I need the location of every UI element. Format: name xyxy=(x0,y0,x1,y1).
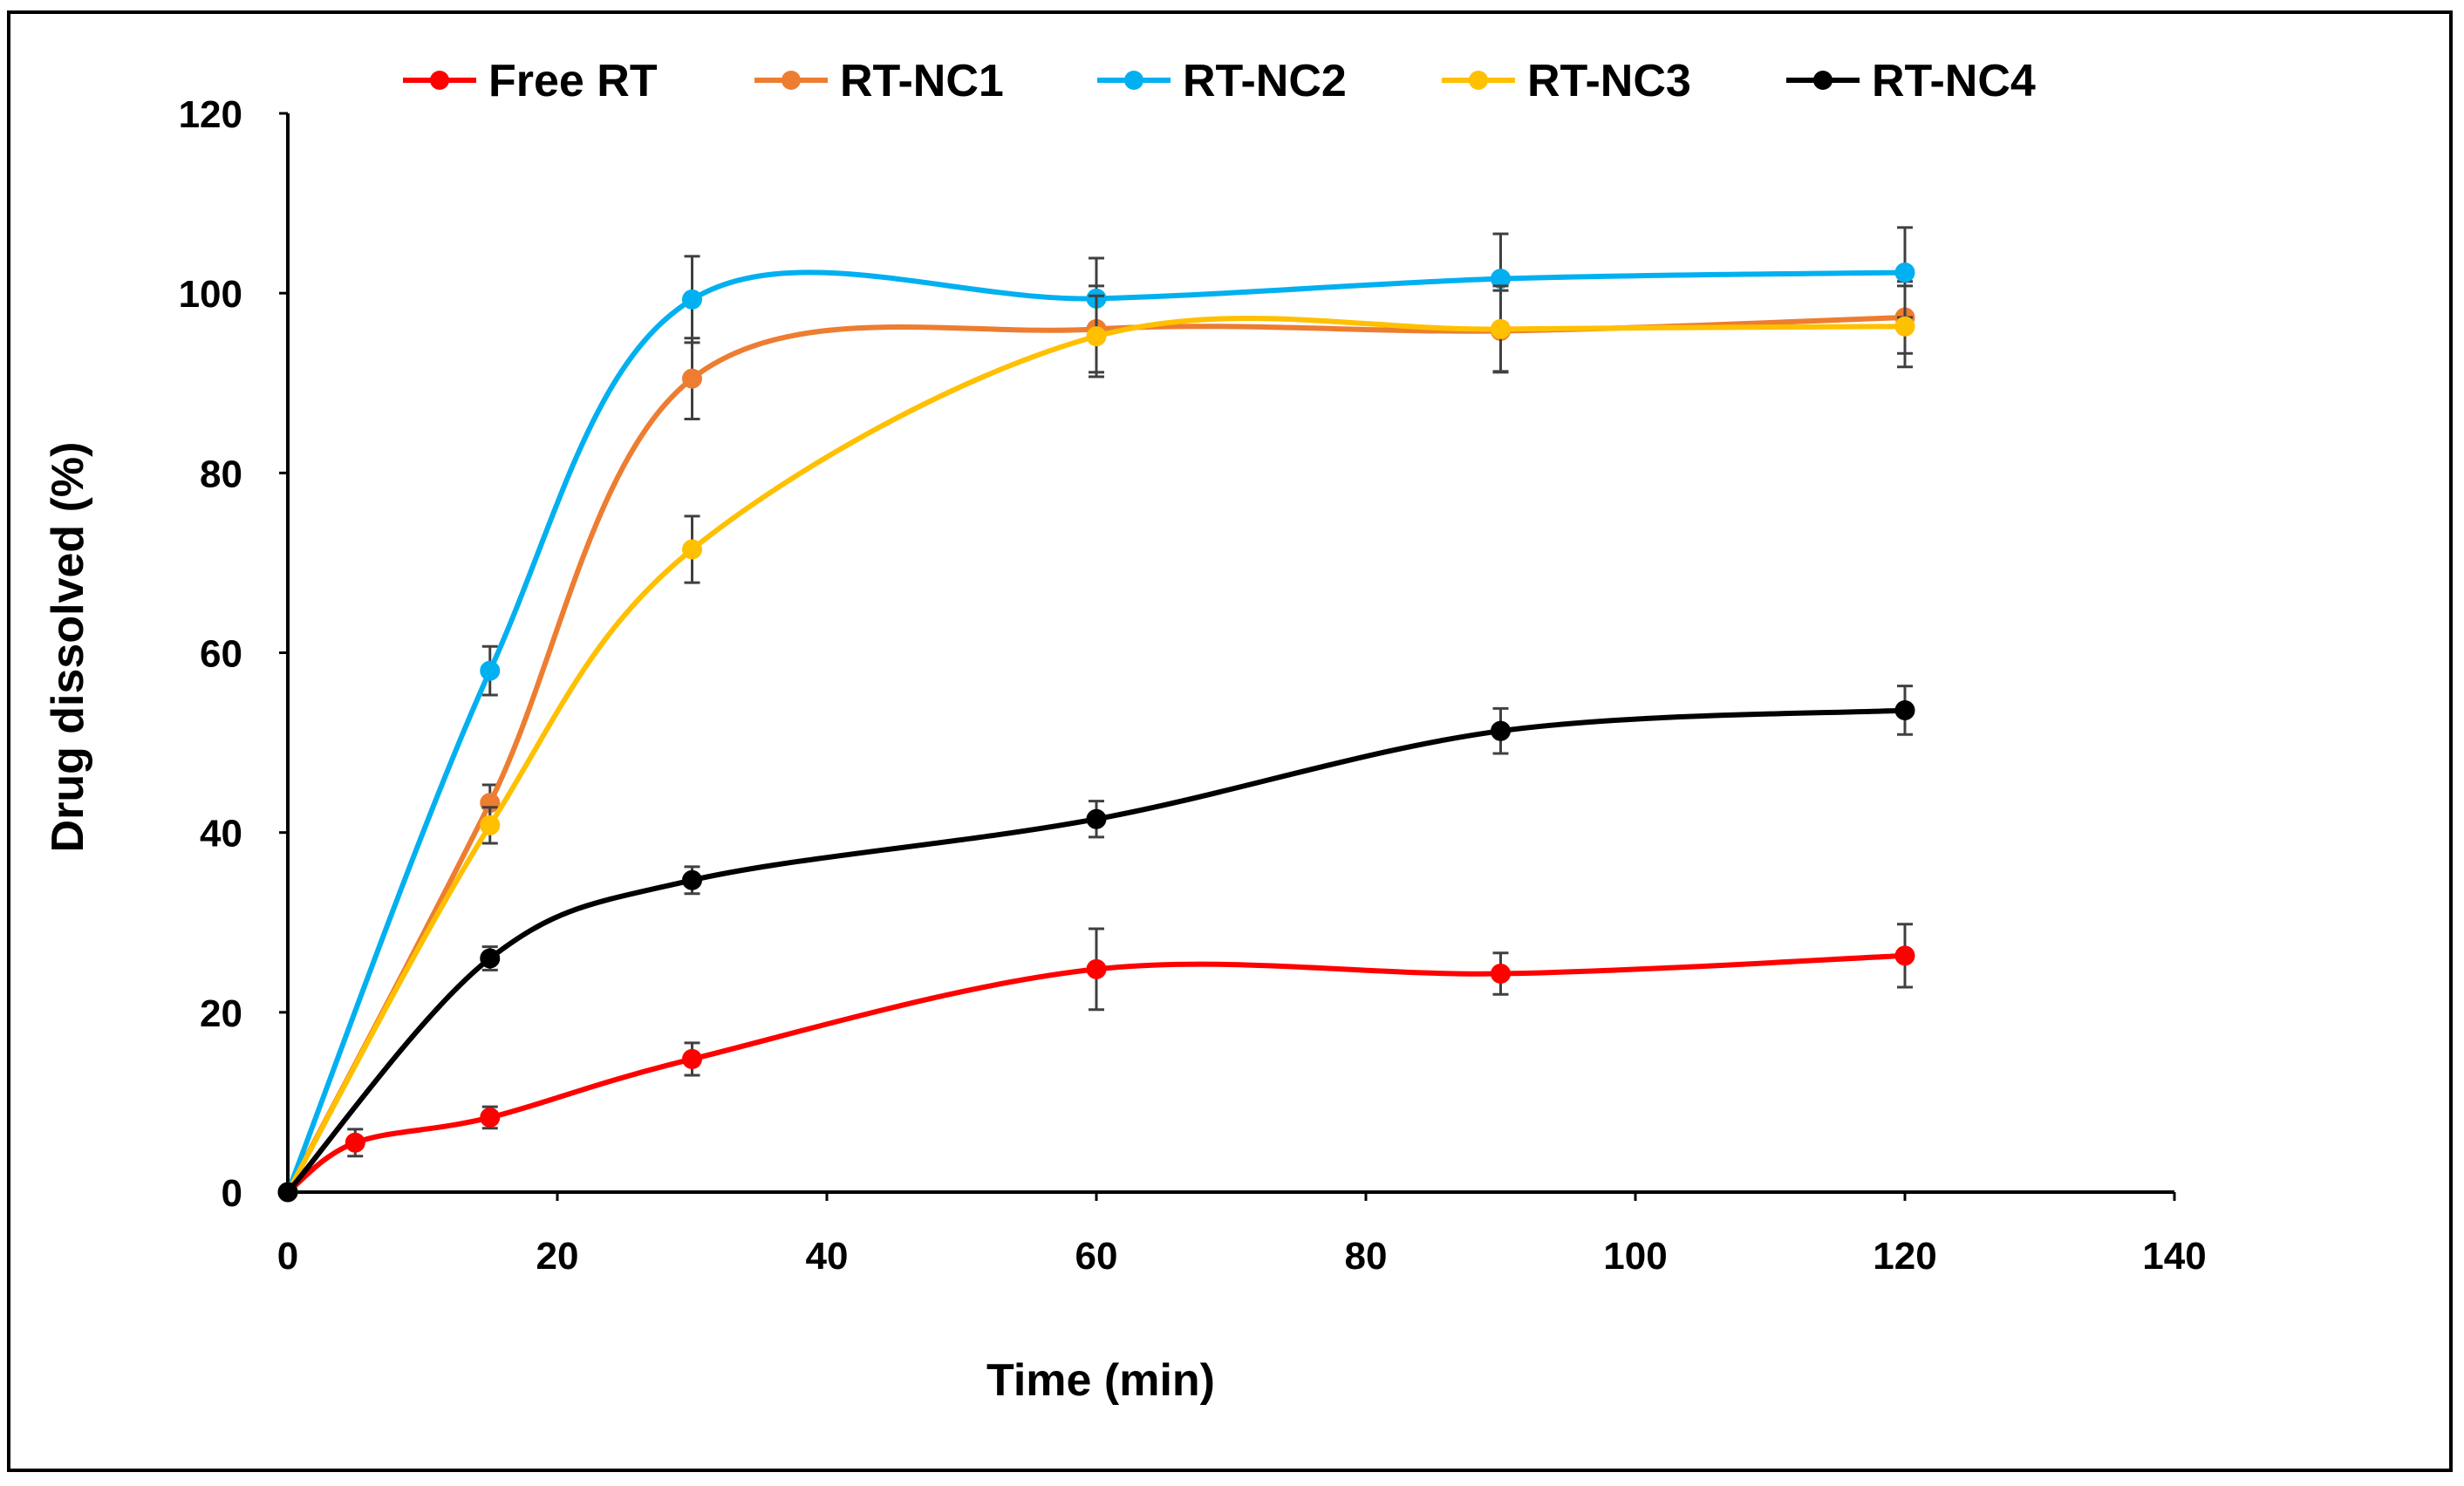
data-point-rt-nc4 xyxy=(277,1182,298,1203)
legend-swatch-marker xyxy=(1124,71,1143,90)
data-point-rt-nc4 xyxy=(682,869,702,890)
x-tick-label: 0 xyxy=(277,1235,298,1278)
data-point-free-rt xyxy=(1086,958,1107,979)
legend-label: RT-NC2 xyxy=(1183,56,1347,106)
chart-border xyxy=(7,10,2453,1472)
series-rt-nc4 xyxy=(277,685,1915,1203)
x-tick-label: 20 xyxy=(536,1235,579,1278)
series-line-free-rt xyxy=(286,952,1906,1195)
y-tick-label: 20 xyxy=(200,992,242,1035)
y-tick-label: 120 xyxy=(179,93,242,136)
y-tick-label: 80 xyxy=(200,453,242,495)
data-point-rt-nc4 xyxy=(1491,720,1511,741)
data-point-rt-nc4 xyxy=(1894,699,1915,720)
x-tick-label: 120 xyxy=(1873,1235,1936,1278)
data-point-rt-nc4 xyxy=(1086,808,1107,829)
legend-swatch-marker xyxy=(430,71,449,90)
data-point-rt-nc3 xyxy=(1086,326,1107,347)
legend-swatch-marker xyxy=(1469,71,1488,90)
x-tick-label: 100 xyxy=(1603,1235,1667,1278)
series-line-rt-nc3 xyxy=(285,316,1906,1194)
data-point-rt-nc2 xyxy=(682,289,702,310)
y-tick-label: 0 xyxy=(222,1172,242,1215)
y-tick-label: 60 xyxy=(200,633,242,676)
legend-label: Free RT xyxy=(488,56,658,106)
data-point-rt-nc3 xyxy=(480,815,501,835)
data-point-rt-nc1 xyxy=(682,368,702,389)
x-tick-label: 40 xyxy=(806,1235,849,1278)
legend-swatch-marker xyxy=(782,71,801,90)
x-tick-label: 140 xyxy=(2142,1235,2206,1278)
series-line-rt-nc2 xyxy=(285,269,1906,1194)
legend-swatch-marker xyxy=(1813,71,1833,90)
x-tick-label: 60 xyxy=(1075,1235,1118,1278)
y-axis-title: Drug dissolved (%) xyxy=(43,442,93,853)
y-tick-label: 100 xyxy=(179,273,242,316)
legend: Free RT RT-NC1 RT-NC2 RT-NC3 RT-NC4 xyxy=(403,56,2036,106)
legend-label: RT-NC4 xyxy=(1872,56,2036,106)
data-point-free-rt xyxy=(480,1107,501,1128)
data-point-rt-nc3 xyxy=(1491,318,1511,339)
series-rt-nc2 xyxy=(277,226,1915,1203)
x-axis-title: Time (min) xyxy=(986,1355,1215,1406)
legend-label: RT-NC3 xyxy=(1527,56,1691,106)
x-tick-label: 80 xyxy=(1345,1235,1388,1278)
plot-layer: 0 20 40 60 80 100 120 140 0 20 40 60 80 100 120 xyxy=(179,93,2207,1278)
series-line-rt-nc4 xyxy=(285,707,1906,1194)
legend-label: RT-NC1 xyxy=(840,56,1004,106)
data-point-free-rt xyxy=(1894,945,1915,966)
data-point-rt-nc3 xyxy=(1894,316,1915,337)
data-point-free-rt xyxy=(345,1132,365,1153)
data-point-rt-nc2 xyxy=(480,660,501,681)
data-point-free-rt xyxy=(682,1048,702,1069)
data-point-rt-nc2 xyxy=(1894,262,1915,283)
data-point-free-rt xyxy=(1491,964,1511,985)
data-point-rt-nc4 xyxy=(480,948,501,969)
y-tick-label: 40 xyxy=(200,813,242,855)
data-point-rt-nc3 xyxy=(682,539,702,560)
